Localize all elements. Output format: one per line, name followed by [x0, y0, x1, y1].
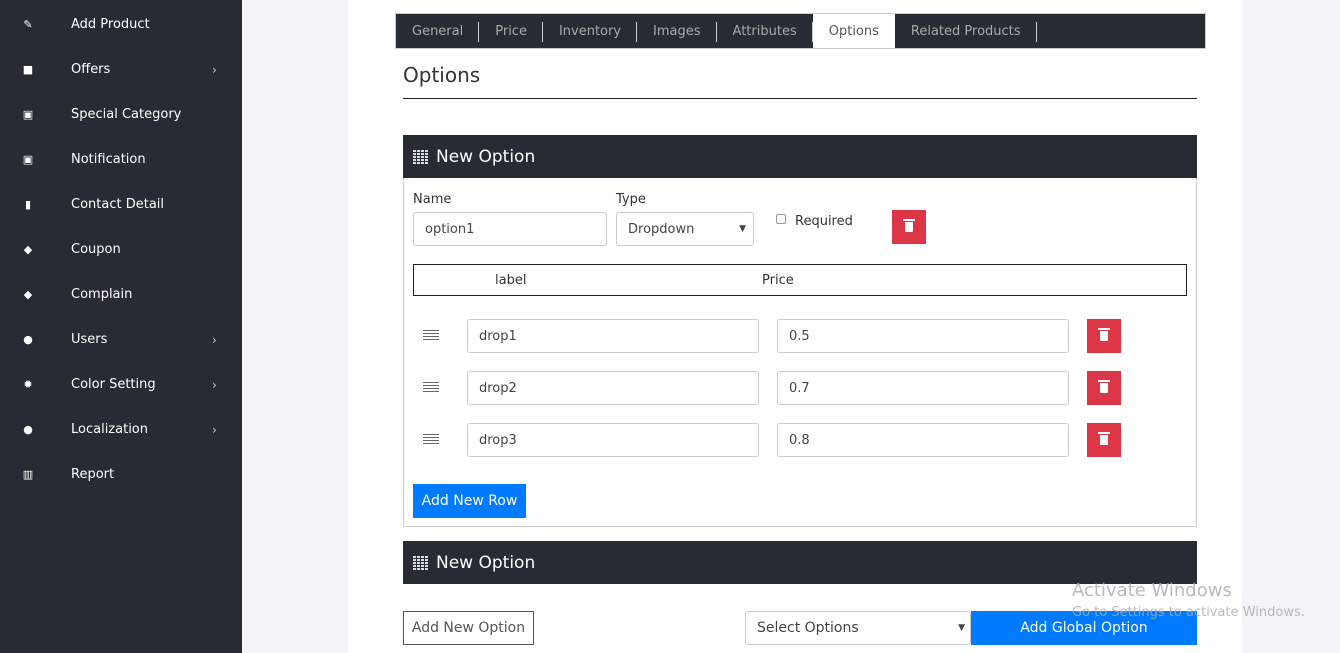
sidebar: ✎ Add Product ■ Offers › ▣ Special Category … [0, 0, 242, 653]
image-icon: ▣ [22, 153, 34, 166]
tag-icon: ◆ [23, 288, 33, 301]
column-price: Price [762, 273, 794, 288]
drag-handle-icon[interactable] [423, 330, 439, 340]
chevron-right-icon: › [212, 422, 217, 437]
sidebar-item-coupon[interactable]: ◆ Coupon [0, 227, 242, 272]
type-select[interactable]: Dropdown ▼ [616, 212, 754, 246]
grid-icon [413, 149, 428, 164]
tab-options[interactable]: Options [812, 14, 895, 48]
row-label-input[interactable]: drop1 [467, 319, 759, 353]
divider [403, 98, 1197, 99]
sidebar-item-contact-detail[interactable]: ▮ Contact Detail [0, 182, 242, 227]
chevron-right-icon: › [212, 62, 217, 77]
sidebar-item-users[interactable]: ● Users › [0, 317, 242, 362]
table-header: label Price [413, 264, 1187, 296]
chevron-right-icon: › [212, 332, 217, 347]
required-checkbox[interactable] [776, 214, 786, 224]
option-header: New Option [403, 541, 1197, 584]
option-body [403, 178, 1197, 527]
add-new-option-button[interactable]: Add New Option [403, 611, 534, 645]
chevron-right-icon: › [212, 377, 217, 392]
sidebar-item-special-category[interactable]: ▣ Special Category [0, 92, 242, 137]
tab-general[interactable]: General [396, 14, 480, 48]
globe-icon: ● [23, 423, 33, 436]
sidebar-item-color-setting[interactable]: ✹ Color Setting › [0, 362, 242, 407]
name-input[interactable]: option1 [413, 212, 607, 246]
delete-option-button[interactable] [892, 210, 926, 244]
row-label-input[interactable]: drop3 [467, 423, 759, 457]
sidebar-item-localization[interactable]: ● Localization › [0, 407, 242, 452]
sidebar-item-notification[interactable]: ▣ Notification [0, 137, 242, 182]
sidebar-item-complain[interactable]: ◆ Complain [0, 272, 242, 317]
tab-images[interactable]: Images [637, 14, 717, 48]
caret-down-icon: ▼ [958, 623, 965, 633]
caret-down-icon: ▼ [739, 224, 746, 234]
delete-row-button[interactable] [1087, 319, 1121, 353]
chart-icon: ▥ [22, 468, 34, 481]
tab-inventory[interactable]: Inventory [543, 14, 638, 48]
tag-icon: ◆ [23, 243, 33, 256]
product-tabs: General Price Inventory Images Attribute… [395, 13, 1206, 49]
option-header: New Option [403, 135, 1197, 178]
drag-handle-icon[interactable] [423, 382, 439, 392]
add-global-option-button[interactable]: Add Global Option [971, 611, 1197, 645]
trash-icon [903, 219, 915, 232]
column-label: label [495, 273, 527, 288]
trash-icon [1098, 328, 1110, 341]
delete-row-button[interactable] [1087, 371, 1121, 405]
add-new-row-button[interactable]: Add New Row [413, 484, 526, 518]
tab-attributes[interactable]: Attributes [717, 14, 813, 48]
row-label-input[interactable]: drop2 [467, 371, 759, 405]
row-price-input[interactable]: 0.8 [777, 423, 1069, 457]
type-label: Type [616, 192, 646, 207]
row-price-input[interactable]: 0.5 [777, 319, 1069, 353]
gift-icon: ■ [22, 63, 34, 76]
sidebar-item-offers[interactable]: ■ Offers › [0, 47, 242, 92]
row-price-input[interactable]: 0.7 [777, 371, 1069, 405]
product-icon: ✎ [23, 18, 33, 31]
delete-row-button[interactable] [1087, 423, 1121, 457]
drag-handle-icon[interactable] [423, 434, 439, 444]
page-title: Options [403, 63, 481, 87]
windows-watermark-title: Activate Windows [1072, 580, 1232, 601]
trash-icon [1098, 432, 1110, 445]
tab-related-products[interactable]: Related Products [895, 14, 1037, 48]
windows-watermark-subtitle: Go to Settings to activate Windows. [1072, 605, 1305, 620]
tab-price[interactable]: Price [479, 14, 543, 48]
contact-icon: ▮ [24, 198, 32, 211]
image-icon: ▣ [22, 108, 34, 121]
global-options-select[interactable]: Select Options ▼ [745, 611, 971, 645]
required-label: Required [795, 214, 853, 229]
grid-icon [413, 555, 428, 570]
gear-icon: ✹ [23, 378, 33, 391]
name-label: Name [413, 192, 452, 207]
trash-icon [1098, 380, 1110, 393]
sidebar-item-add-product[interactable]: ✎ Add Product [0, 2, 242, 47]
users-icon: ● [23, 333, 33, 346]
sidebar-item-report[interactable]: ▥ Report [0, 452, 242, 497]
